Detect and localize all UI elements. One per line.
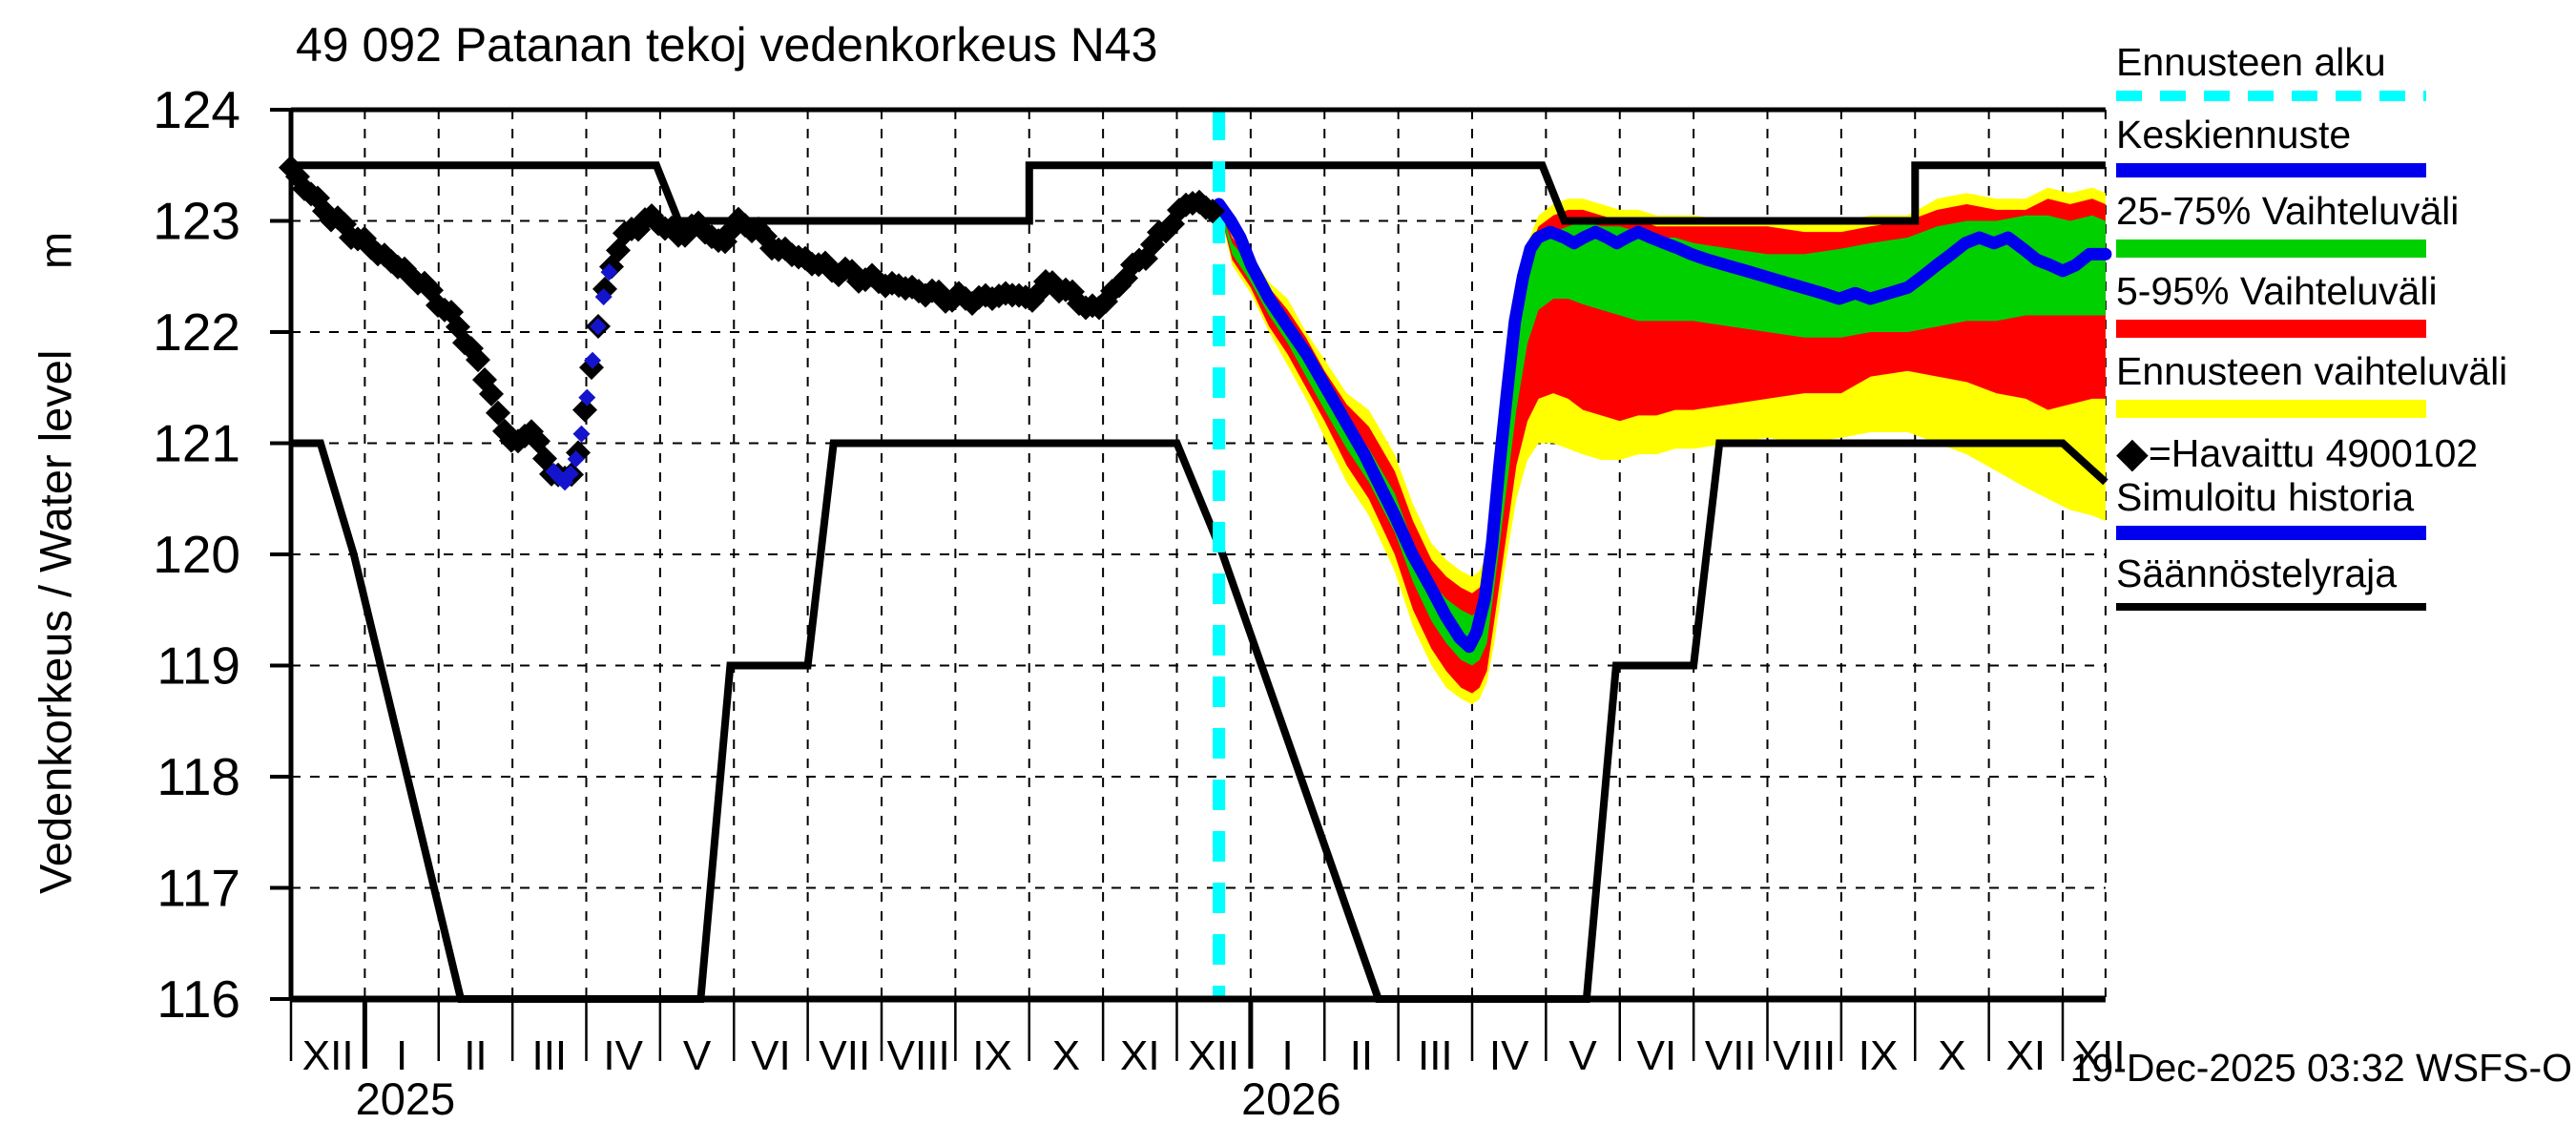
x-month-label: III [1418, 1032, 1453, 1079]
x-month-label: IV [603, 1032, 643, 1079]
y-tick-label: 121 [153, 414, 240, 473]
legend-entry-5: ◆=Havaittu 4900102 [2116, 431, 2565, 475]
x-year-label: 2026 [1241, 1073, 1341, 1124]
regulation-lower-line [291, 439, 2109, 1003]
x-month-label: VI [1637, 1032, 1677, 1079]
x-month-label: IV [1489, 1032, 1529, 1079]
legend-label: Keskiennuste [2116, 113, 2352, 157]
legend-sample [2116, 526, 2426, 541]
median-forecast-line [1213, 198, 2112, 654]
observed-diamond [578, 388, 596, 406]
x-month-label: IX [972, 1032, 1012, 1079]
y-axis-label-text: Vedenkorkeus / Water level [30, 349, 81, 895]
x-month-label: VIII [887, 1032, 950, 1079]
legend-sample [2116, 91, 2426, 102]
y-tick-label: 122 [153, 302, 240, 362]
observed-diamond [1200, 198, 1225, 224]
x-month-label: VIII [1773, 1032, 1836, 1079]
legend-sample [2116, 400, 2426, 419]
legend-label: 25-75% Vaihteluväli [2116, 189, 2460, 234]
x-month-label: XI [2006, 1032, 2046, 1079]
legend-label: Simuloitu historia [2116, 475, 2415, 520]
x-month-label: III [531, 1032, 567, 1079]
legend-label: Säännöstelyraja [2116, 552, 2398, 596]
legend-entry-3: 5-95% Vaihteluväli [2116, 269, 2565, 339]
observed-diamond [561, 465, 579, 483]
legend-label: Ennusteen alku [2116, 40, 2386, 84]
legend-entry-0: Ennusteen alku [2116, 40, 2565, 102]
legend-entry-6: Simuloitu historia [2116, 475, 2565, 541]
y-tick-label: 119 [156, 636, 240, 696]
x-month-label: X [1052, 1032, 1080, 1079]
observed-diamond [567, 450, 585, 468]
legend-entry-7: Säännöstelyraja [2116, 552, 2565, 611]
x-month-label: I [1281, 1032, 1293, 1079]
observed-diamond [600, 263, 618, 281]
legend-label: 5-95% Vaihteluväli [2116, 269, 2438, 314]
x-month-label: XII [2074, 1032, 2126, 1079]
x-year-label: 2025 [356, 1073, 456, 1124]
x-month-label: V [683, 1032, 712, 1079]
legend-entry-2: 25-75% Vaihteluväli [2116, 189, 2565, 259]
legend-entry-4: Ennusteen vaihteluväli [2116, 349, 2565, 419]
timestamp: 19-Dec-2025 03:32 WSFS-O [2069, 1046, 2572, 1090]
x-month-label: II [464, 1032, 487, 1079]
y-tick-label: 116 [156, 969, 240, 1029]
observed-diamond-icon: ◆ [2116, 429, 2149, 477]
y-axis-label: Vedenkorkeus / Water level m [25, 110, 86, 1016]
x-month-label: I [396, 1032, 407, 1079]
legend-entry-1: Keskiennuste [2116, 113, 2565, 178]
x-month-label: X [1938, 1032, 1965, 1079]
y-tick-label: 118 [156, 747, 240, 806]
observed-diamond [594, 288, 613, 306]
band-25-75 [1217, 204, 2106, 666]
legend-label: Ennusteen vaihteluväli [2116, 349, 2508, 394]
legend-sample [2116, 239, 2426, 259]
observed-diamond [572, 425, 591, 443]
x-month-label: VII [819, 1032, 870, 1079]
observed-diamond [466, 347, 490, 373]
legend: Ennusteen alku Keskiennuste 25-75% Vaihtel… [2116, 40, 2565, 624]
y-axis-unit: m [30, 231, 81, 269]
x-month-label: VII [1705, 1032, 1756, 1079]
y-tick-label: 117 [156, 859, 240, 918]
legend-sample [2116, 163, 2426, 178]
x-month-label: XI [1120, 1032, 1160, 1079]
legend-label: ◆=Havaittu 4900102 [2116, 429, 2479, 477]
observed-diamond [572, 397, 597, 423]
observed-diamond [584, 351, 602, 369]
observed-diamond [1140, 232, 1165, 258]
x-month-label: II [1350, 1032, 1373, 1079]
x-month-label: V [1568, 1032, 1597, 1079]
observed-diamond [486, 400, 510, 426]
legend-sample [2116, 602, 2426, 611]
observed-diamond [589, 318, 607, 336]
regulation-upper-line [291, 161, 2106, 225]
y-tick-label: 124 [153, 80, 240, 139]
y-tick-label: 120 [153, 525, 240, 584]
legend-sample [2116, 320, 2426, 339]
y-tick-label: 123 [153, 192, 240, 251]
observed-diamond [606, 238, 631, 263]
chart-title: 49 092 Patanan tekoj vedenkorkeus N43 [296, 18, 1158, 72]
x-month-label: XII [302, 1032, 354, 1079]
x-month-label: IX [1859, 1032, 1899, 1079]
x-month-label: VI [751, 1032, 791, 1079]
x-month-label: XII [1188, 1032, 1239, 1079]
observed-diamond [479, 381, 504, 406]
